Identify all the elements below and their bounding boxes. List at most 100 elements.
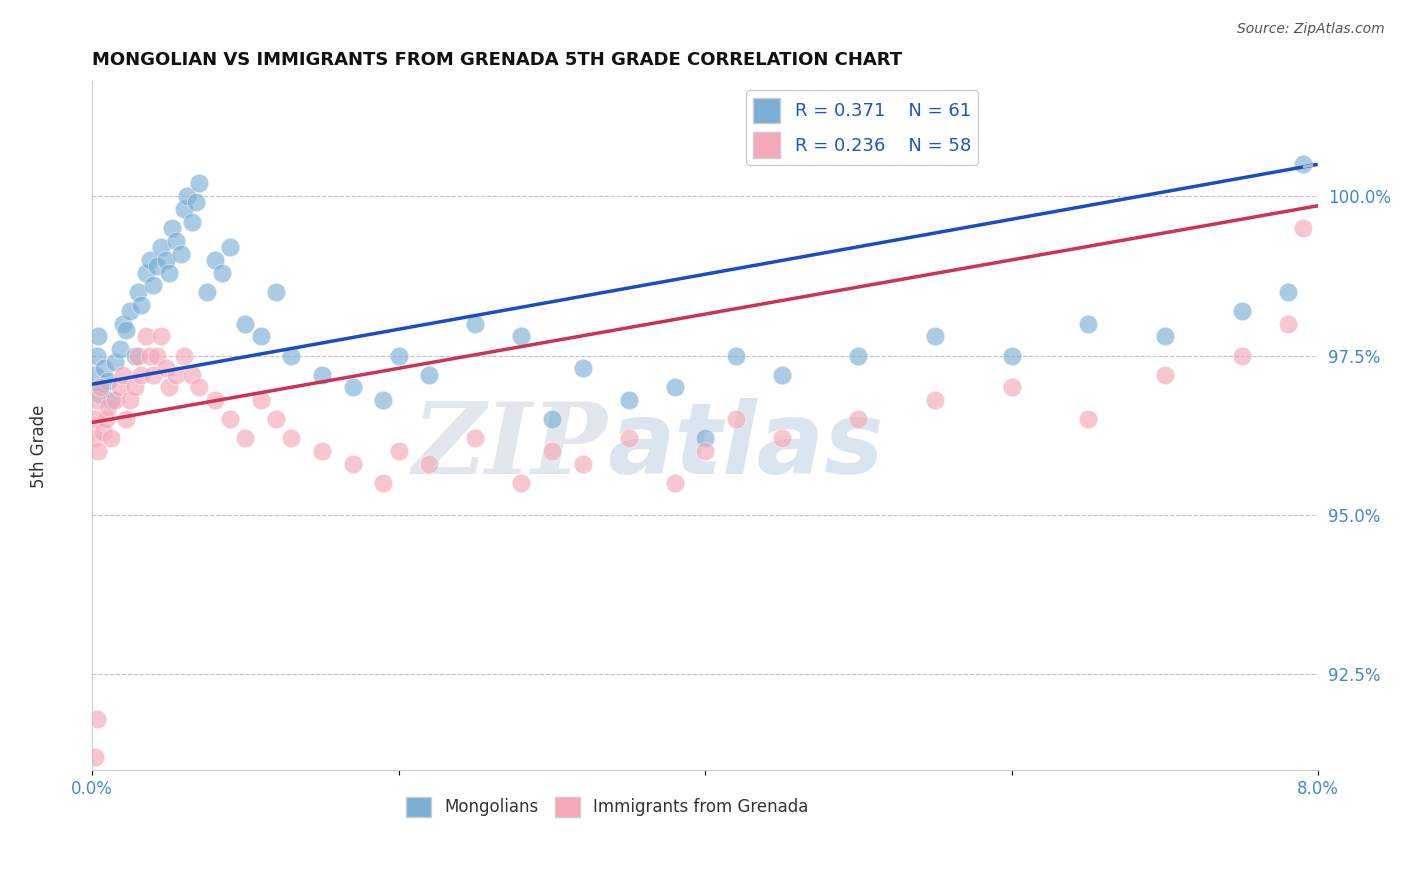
Point <box>664 380 686 394</box>
Point <box>1001 349 1024 363</box>
Point <box>924 329 946 343</box>
Point <box>155 361 177 376</box>
Point <box>87 444 110 458</box>
Point <box>180 214 202 228</box>
Point <box>249 393 271 408</box>
Point <box>96 400 118 414</box>
Legend: Mongolians, Immigrants from Grenada: Mongolians, Immigrants from Grenada <box>399 790 815 823</box>
Point <box>96 374 118 388</box>
Point <box>135 266 157 280</box>
Point <box>89 386 111 401</box>
Point <box>84 368 107 382</box>
Point <box>1230 304 1253 318</box>
Point <box>1154 368 1177 382</box>
Point <box>83 432 105 446</box>
Point <box>342 380 364 394</box>
Point <box>724 349 747 363</box>
Point <box>139 252 162 267</box>
Point <box>695 432 717 446</box>
Point <box>571 457 593 471</box>
Point <box>84 412 107 426</box>
Point <box>464 432 486 446</box>
Text: atlas: atlas <box>607 398 883 495</box>
Point <box>1001 380 1024 394</box>
Point <box>111 317 134 331</box>
Point <box>100 393 122 408</box>
Point <box>219 412 242 426</box>
Point <box>924 393 946 408</box>
Point <box>311 444 333 458</box>
Point <box>770 432 793 446</box>
Point <box>157 266 180 280</box>
Point <box>1292 157 1315 171</box>
Point <box>129 297 152 311</box>
Point <box>87 329 110 343</box>
Point <box>186 195 208 210</box>
Point <box>129 368 152 382</box>
Point <box>124 380 146 394</box>
Point <box>176 189 198 203</box>
Point <box>1230 349 1253 363</box>
Point <box>93 361 115 376</box>
Point <box>124 349 146 363</box>
Point <box>1277 285 1299 299</box>
Point <box>770 368 793 382</box>
Point <box>104 393 127 408</box>
Point <box>135 329 157 343</box>
Point <box>418 457 440 471</box>
Point <box>249 329 271 343</box>
Point <box>219 240 242 254</box>
Point <box>724 412 747 426</box>
Point <box>108 342 131 356</box>
Point <box>91 425 114 439</box>
Text: MONGOLIAN VS IMMIGRANTS FROM GRENADA 5TH GRADE CORRELATION CHART: MONGOLIAN VS IMMIGRANTS FROM GRENADA 5TH… <box>93 51 903 69</box>
Point <box>848 412 870 426</box>
Point <box>1077 412 1099 426</box>
Point <box>664 476 686 491</box>
Point <box>342 457 364 471</box>
Point <box>120 304 142 318</box>
Text: 5th Grade: 5th Grade <box>31 404 48 488</box>
Point <box>510 329 533 343</box>
Point <box>145 349 167 363</box>
Text: ZIP: ZIP <box>412 398 607 494</box>
Point <box>264 285 287 299</box>
Point <box>166 234 188 248</box>
Point <box>235 432 257 446</box>
Text: Source: ZipAtlas.com: Source: ZipAtlas.com <box>1237 22 1385 37</box>
Point <box>280 432 302 446</box>
Point <box>166 368 188 382</box>
Point <box>848 349 870 363</box>
Point <box>120 393 142 408</box>
Point <box>1277 317 1299 331</box>
Point <box>373 393 395 408</box>
Point <box>195 285 218 299</box>
Point <box>150 240 173 254</box>
Point <box>1292 221 1315 235</box>
Point <box>142 368 165 382</box>
Point <box>94 412 117 426</box>
Point <box>211 266 233 280</box>
Point <box>1154 329 1177 343</box>
Point <box>188 380 211 394</box>
Point <box>127 285 149 299</box>
Point <box>115 323 138 337</box>
Point <box>204 252 226 267</box>
Point <box>86 349 108 363</box>
Point <box>264 412 287 426</box>
Point <box>86 712 108 726</box>
Point <box>139 349 162 363</box>
Point <box>418 368 440 382</box>
Point <box>84 750 107 764</box>
Point <box>173 202 195 216</box>
Point <box>373 476 395 491</box>
Point <box>157 380 180 394</box>
Point <box>173 349 195 363</box>
Point <box>280 349 302 363</box>
Point <box>204 393 226 408</box>
Point <box>89 380 111 394</box>
Point <box>115 412 138 426</box>
Point <box>170 246 193 260</box>
Point <box>235 317 257 331</box>
Point <box>100 432 122 446</box>
